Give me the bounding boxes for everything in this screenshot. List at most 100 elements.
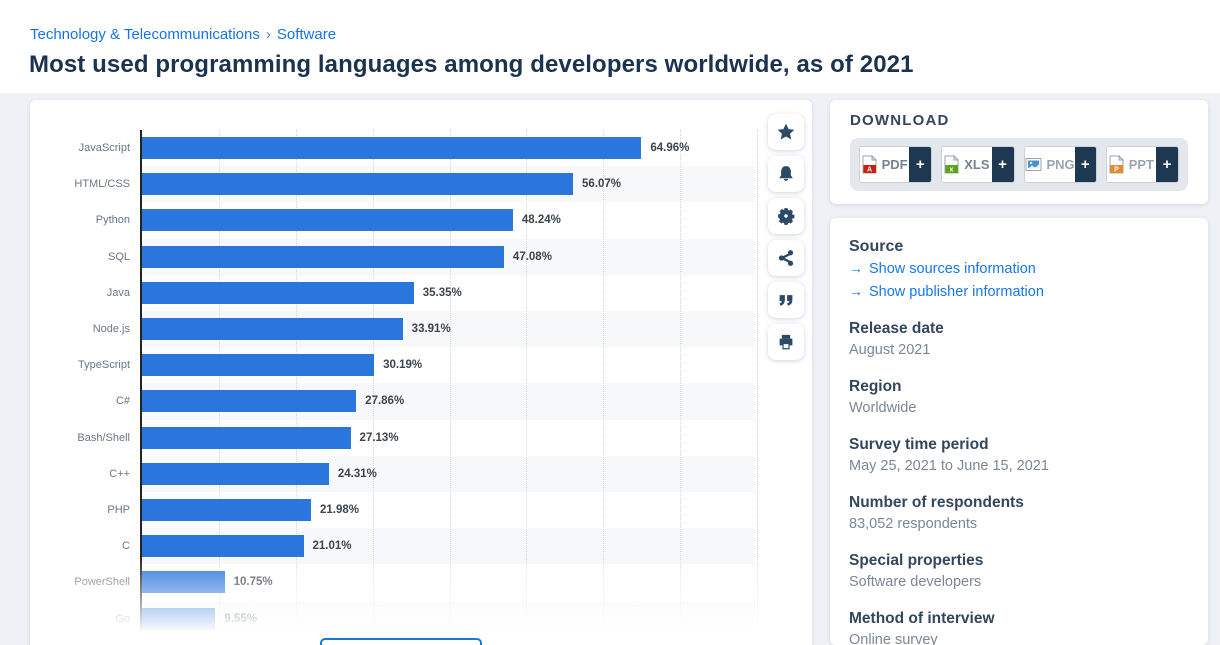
bar-html-css[interactable] (142, 173, 574, 196)
share-icon (778, 250, 794, 266)
download-xls-button[interactable]: x XLS + (941, 146, 1015, 183)
png-file-icon (1025, 158, 1041, 171)
bar-powershell[interactable] (142, 571, 225, 594)
bar-chart: JavaScript HTML/CSS Python SQL Java Node.js Ty… (30, 130, 758, 638)
source-heading: Source (849, 238, 904, 255)
bar-php[interactable] (142, 499, 311, 521)
download-buttons: A PDF + x XLS + PNG + (850, 138, 1188, 191)
value-label: 64.96% (650, 142, 690, 154)
favorite-button[interactable] (768, 114, 804, 150)
bar-javascript[interactable] (142, 137, 642, 159)
gridline (757, 130, 758, 638)
value-label: 10.75% (233, 576, 273, 589)
value-label: 33.91% (411, 323, 451, 335)
category-label: PowerShell (74, 576, 130, 589)
breadcrumb-subcategory-link[interactable]: Software (276, 26, 337, 43)
download-xls-label: XLS (964, 157, 990, 172)
gridline (603, 130, 605, 638)
category-label: JavaScript (78, 142, 130, 154)
download-ppt-button[interactable]: P PPT + (1105, 146, 1179, 183)
category-label: Python (95, 214, 130, 227)
print-button[interactable] (768, 324, 804, 360)
star-icon (777, 123, 795, 140)
category-label: TypeScript (78, 359, 130, 372)
gridline (449, 130, 451, 638)
plot-area: 64.96% 56.07% 48.24% 47.08% 35.35% 33.91% 30.1… (140, 130, 758, 638)
bar-c[interactable] (142, 535, 304, 558)
details-card: Source → Show sources information → Show p… (830, 218, 1208, 645)
bar-c-[interactable] (142, 462, 329, 485)
xls-file-icon: x (944, 155, 960, 174)
category-label: SQL (107, 250, 130, 263)
field-region: Region Worldwide (849, 378, 917, 416)
xls-plus-icon[interactable]: + (991, 147, 1014, 182)
svg-text:A: A (867, 167, 872, 174)
value-label: 30.19% (383, 359, 423, 372)
settings-button[interactable] (768, 198, 804, 234)
gear-icon (778, 208, 795, 225)
gridline (295, 130, 297, 638)
ppt-file-icon: P (1109, 155, 1124, 174)
page-title: Most used programming languages among de… (29, 51, 914, 78)
cite-button[interactable] (768, 282, 804, 318)
value-label: 47.08% (512, 250, 552, 263)
category-label: Java (106, 286, 130, 299)
value-label: 56.07% (582, 178, 622, 191)
bar-java[interactable] (142, 281, 414, 304)
category-label: Bash/Shell (77, 431, 130, 444)
category-label: Node.js (92, 323, 130, 335)
arrow-icon: → (849, 282, 863, 299)
category-label: C (122, 540, 130, 553)
value-label: 27.13% (359, 431, 399, 444)
breadcrumb-separator: › (265, 26, 271, 43)
value-label: 24.31% (337, 467, 377, 480)
download-png-button[interactable]: PNG + (1023, 146, 1097, 183)
value-label: 21.98% (319, 504, 359, 516)
field-release-date: Release date August 2021 (849, 320, 944, 358)
download-heading: DOWNLOAD (850, 112, 950, 129)
ppt-plus-icon[interactable]: + (1156, 147, 1178, 182)
share-button[interactable] (768, 240, 804, 276)
value-label: 21.01% (312, 540, 352, 553)
gridline (680, 130, 682, 638)
show-more-button[interactable] (320, 638, 482, 645)
show-publisher-link[interactable]: → Show publisher information (849, 282, 1044, 300)
alerts-button[interactable] (768, 156, 804, 192)
bar-bash-shell[interactable] (142, 426, 351, 449)
svg-text:x: x (950, 167, 954, 174)
field-number-of-respondents: Number of respondents 83,052 respondents (849, 494, 1024, 532)
gridline (526, 130, 528, 638)
breadcrumb-category-link[interactable]: Technology & Telecommunications (30, 26, 260, 43)
pdf-file-icon: A (862, 155, 877, 174)
value-label: 27.86% (365, 395, 405, 408)
field-method-of-interview: Method of interview Online survey (849, 610, 995, 645)
bar-go[interactable] (142, 607, 216, 630)
png-plus-icon[interactable]: + (1074, 147, 1096, 182)
bar-node-js[interactable] (142, 318, 403, 340)
download-ppt-label: PPT (1128, 157, 1155, 172)
gridline (218, 130, 220, 638)
pdf-plus-icon[interactable]: + (909, 147, 932, 182)
arrow-icon: → (849, 260, 863, 276)
category-label: HTML/CSS (74, 178, 130, 191)
category-label: Go (115, 612, 130, 625)
category-label: PHP (107, 504, 130, 516)
svg-text:P: P (1114, 167, 1119, 174)
download-card: DOWNLOAD A PDF + x XLS + PNG (830, 100, 1208, 204)
value-label: 35.35% (422, 286, 462, 299)
bar-python[interactable] (142, 209, 513, 232)
field-survey-time-period: Survey time period May 25, 2021 to June … (849, 436, 1049, 474)
download-png-label: PNG (1046, 157, 1075, 172)
download-pdf-label: PDF (881, 157, 908, 172)
bell-icon (779, 166, 793, 181)
show-sources-link[interactable]: → Show sources information (849, 260, 1036, 277)
bar-typescript[interactable] (142, 354, 375, 377)
breadcrumb: Technology & Telecommunications › Software (30, 26, 336, 43)
bar-sql[interactable] (142, 245, 504, 268)
value-label: 9.55% (224, 612, 258, 625)
chart-card: JavaScript HTML/CSS Python SQL Java Node.js Ty… (30, 100, 812, 645)
category-label: C++ (109, 467, 130, 480)
download-pdf-button[interactable]: A PDF + (859, 146, 933, 183)
bar-c-[interactable] (142, 390, 357, 413)
